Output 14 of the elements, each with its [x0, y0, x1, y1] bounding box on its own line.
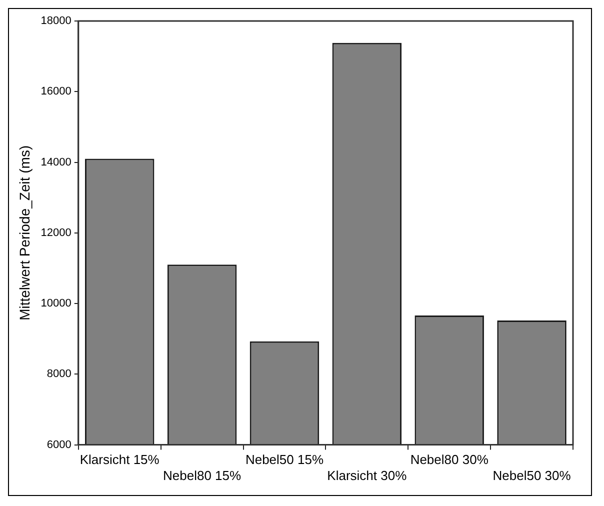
- x-tick-label: Klarsicht 15%: [80, 452, 160, 468]
- y-tick-label: 14000: [40, 156, 72, 168]
- y-tick-label: 6000: [46, 438, 72, 451]
- y-tick-label: 18000: [40, 15, 72, 28]
- y-tick-label: 10000: [40, 298, 72, 310]
- x-tick-label: Nebel80 15%: [163, 468, 242, 483]
- x-tick-label: Nebel50 15%: [245, 452, 324, 468]
- y-axis-title: Mittelwert Periode_Zeit (ms): [16, 145, 32, 320]
- y-tick-label: 12000: [40, 226, 72, 239]
- x-tick-label: Nebel50 30%: [492, 468, 572, 483]
- y-tick-label: 8000: [46, 368, 72, 380]
- x-tick-label: Klarsicht 30%: [327, 468, 408, 483]
- x-tick-label: Nebel80 30%: [410, 452, 489, 468]
- y-tick-label: 16000: [40, 86, 72, 98]
